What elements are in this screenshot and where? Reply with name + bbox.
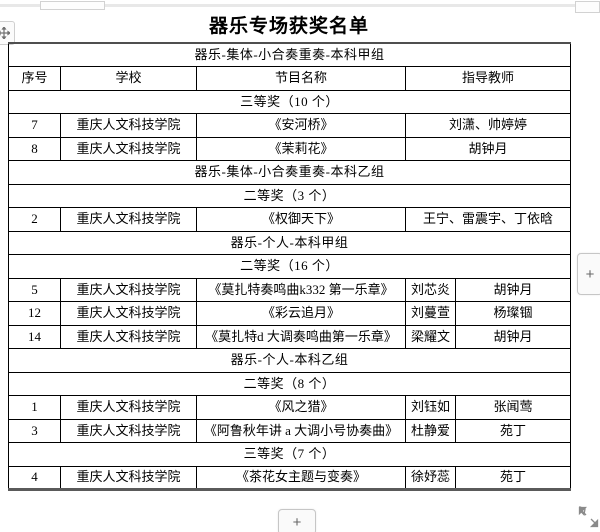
move-cross-icon [0, 27, 10, 39]
cell-performer[interactable]: 刘钰如 [405, 395, 456, 420]
table-row: 8 重庆人文科技学院 《茉莉花》 胡钟月 [8, 136, 572, 161]
table-row: 二等奖（3 个） [7, 183, 572, 208]
cell-program[interactable]: 《茉莉花》 [196, 136, 406, 161]
cell-teacher[interactable]: 苑丁 [454, 465, 572, 490]
group-row-cell[interactable]: 器乐-集体-小合奏重奏-本科乙组 [7, 160, 572, 185]
cell-teacher[interactable]: 张闻莺 [454, 395, 572, 420]
table-row: 12 重庆人文科技学院 《彩云追月》 刘蔓萱 杨璨锢 [8, 301, 572, 326]
column-header[interactable]: 学校 [60, 66, 197, 91]
cell-program[interactable]: 《安河桥》 [196, 113, 406, 138]
cell-school[interactable]: 重庆人文科技学院 [60, 113, 197, 138]
table-row: 1 重庆人文科技学院 《风之猎》 刘钰如 张闻莺 [8, 395, 572, 420]
cell-performer[interactable]: 杜静爱 [405, 418, 456, 443]
table-row: 序号 学校 节目名称 指导教师 [8, 66, 572, 91]
table-row: 4 重庆人文科技学院 《茶花女主题与变奏》 徐妤蕊 苑丁 [8, 465, 572, 490]
cell-school[interactable]: 重庆人文科技学院 [60, 465, 197, 490]
cell-teacher[interactable]: 胡钟月 [404, 136, 572, 161]
cell-performer[interactable]: 刘蔓萱 [405, 301, 456, 326]
cell-no[interactable]: 14 [8, 324, 61, 349]
cell-teacher[interactable]: 苑丁 [454, 418, 572, 443]
table-row: 器乐-集体-小合奏重奏-本科甲组 [7, 42, 572, 67]
cell-program[interactable]: 《莫扎特奏鸣曲k332 第一乐章》 [196, 277, 406, 302]
table-row: 7 重庆人文科技学院 《安河桥》 刘潇、帅婷婷 [8, 113, 572, 138]
resize-handle-icon[interactable] [578, 506, 599, 528]
cell-school[interactable]: 重庆人文科技学院 [60, 418, 197, 443]
group-row-cell[interactable]: 器乐-个人-本科甲组 [7, 230, 572, 255]
cell-no[interactable]: 1 [8, 395, 61, 420]
cell-teacher[interactable]: 胡钟月 [454, 324, 572, 349]
cell-school[interactable]: 重庆人文科技学院 [60, 395, 197, 420]
cell-program[interactable]: 《彩云追月》 [196, 301, 406, 326]
prize-row-cell[interactable]: 二等奖（8 个） [7, 371, 572, 396]
table-row: 3 重庆人文科技学院 《阿鲁秋年讲 a 大调小号协奏曲》 杜静爱 苑丁 [8, 418, 572, 443]
cell-no[interactable]: 7 [8, 113, 61, 138]
prize-row-cell[interactable]: 三等奖（10 个） [7, 89, 572, 114]
cell-teacher[interactable]: 杨璨锢 [454, 301, 572, 326]
prize-row-cell[interactable]: 二等奖（3 个） [7, 183, 572, 208]
cell-program[interactable]: 《阿鲁秋年讲 a 大调小号协奏曲》 [196, 418, 406, 443]
awards-table: 器乐-集体-小合奏重奏-本科甲组 序号 学校 节目名称 指导教师 三等奖（10 个） 7 重庆… [7, 42, 572, 491]
add-column-button[interactable]: + [577, 253, 600, 295]
cell-school[interactable]: 重庆人文科技学院 [60, 207, 197, 232]
table-row: 2 重庆人文科技学院 《权御天下》 王宁、雷震宇、丁依晗 [8, 207, 572, 232]
cell-program[interactable]: 《风之猎》 [196, 395, 406, 420]
cell-no[interactable]: 2 [8, 207, 61, 232]
ruler-right-marker [575, 1, 600, 13]
cell-school[interactable]: 重庆人文科技学院 [60, 277, 197, 302]
group-row-cell[interactable]: 器乐-集体-小合奏重奏-本科甲组 [7, 42, 572, 67]
ruler-left-marker [40, 1, 105, 10]
ruler-bar [0, 4, 600, 7]
cell-performer[interactable]: 徐妤蕊 [405, 465, 456, 490]
table-move-handle[interactable] [0, 21, 15, 45]
cell-teacher[interactable]: 胡钟月 [454, 277, 572, 302]
group-row-cell[interactable]: 器乐-个人-本科乙组 [7, 348, 572, 373]
prize-row-cell[interactable]: 二等奖（16 个） [7, 254, 572, 279]
cell-performer[interactable]: 梁耀文 [405, 324, 456, 349]
cell-program[interactable]: 《茶花女主题与变奏》 [196, 465, 406, 490]
prize-row-cell[interactable]: 三等奖（7 个） [7, 442, 572, 467]
cell-school[interactable]: 重庆人文科技学院 [60, 301, 197, 326]
table-row: 14 重庆人文科技学院 《莫扎特d 大调奏鸣曲第一乐章》 梁耀文 胡钟月 [8, 324, 572, 349]
table-row: 5 重庆人文科技学院 《莫扎特奏鸣曲k332 第一乐章》 刘芯炎 胡钟月 [8, 277, 572, 302]
table-row: 三等奖（7 个） [7, 442, 572, 467]
cell-program[interactable]: 《莫扎特d 大调奏鸣曲第一乐章》 [196, 324, 406, 349]
table-row: 器乐-个人-本科乙组 [7, 348, 572, 373]
cell-teacher[interactable]: 王宁、雷震宇、丁依晗 [404, 207, 572, 232]
cell-no[interactable]: 4 [8, 465, 61, 490]
column-header[interactable]: 序号 [8, 66, 61, 91]
cell-no[interactable]: 12 [8, 301, 61, 326]
awards-table-body: 器乐-集体-小合奏重奏-本科甲组 序号 学校 节目名称 指导教师 三等奖（10 个） 7 重庆… [7, 42, 572, 490]
table-row: 二等奖（8 个） [7, 371, 572, 396]
add-row-button[interactable]: + [278, 509, 316, 532]
cell-no[interactable]: 5 [8, 277, 61, 302]
table-row: 器乐-个人-本科甲组 [7, 230, 572, 255]
table-row: 三等奖（10 个） [7, 89, 572, 114]
cell-school[interactable]: 重庆人文科技学院 [60, 136, 197, 161]
table-row: 二等奖（16 个） [7, 254, 572, 279]
cell-no[interactable]: 3 [8, 418, 61, 443]
cell-no[interactable]: 8 [8, 136, 61, 161]
cell-performer[interactable]: 刘芯炎 [405, 277, 456, 302]
column-header[interactable]: 指导教师 [404, 66, 572, 91]
table-row: 器乐-集体-小合奏重奏-本科乙组 [7, 160, 572, 185]
cell-school[interactable]: 重庆人文科技学院 [60, 324, 197, 349]
cell-program[interactable]: 《权御天下》 [196, 207, 406, 232]
cell-teacher[interactable]: 刘潇、帅婷婷 [404, 113, 572, 138]
page-title[interactable]: 器乐专场获奖名单 [208, 16, 369, 37]
column-header[interactable]: 节目名称 [196, 66, 406, 91]
